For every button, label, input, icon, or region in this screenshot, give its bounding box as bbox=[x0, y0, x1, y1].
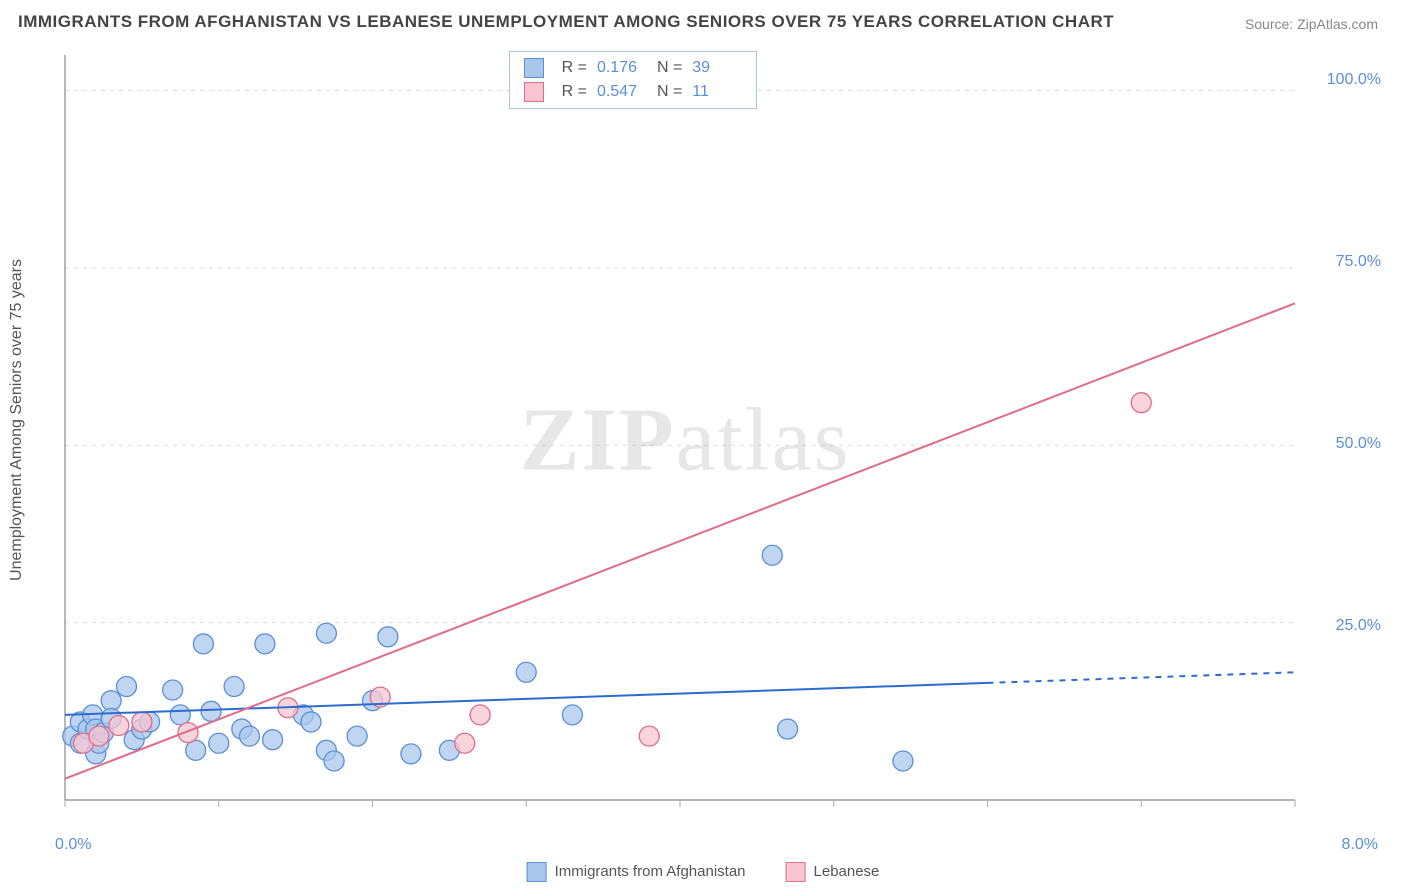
source-label: Source: ZipAtlas.com bbox=[1245, 16, 1378, 32]
y-axis-label: Unemployment Among Seniors over 75 years bbox=[8, 259, 26, 581]
correlation-legend: R =0.176N =39 R =0.547N =11 bbox=[509, 51, 758, 109]
x-tick-max: 8.0% bbox=[1342, 836, 1378, 854]
legend-item: Immigrants from Afghanistan bbox=[527, 862, 746, 882]
y-tick-50: 50.0% bbox=[1336, 435, 1381, 453]
chart-title: IMMIGRANTS FROM AFGHANISTAN VS LEBANESE … bbox=[18, 12, 1114, 32]
chart-area: ZIPatlas R =0.176N =39R =0.547N =11 bbox=[55, 45, 1315, 835]
y-tick-75: 75.0% bbox=[1336, 253, 1381, 271]
legend-row: R =0.176N =39 bbox=[524, 58, 743, 78]
y-tick-25: 25.0% bbox=[1336, 617, 1381, 635]
legend-item: Lebanese bbox=[786, 862, 880, 882]
y-tick-100: 100.0% bbox=[1327, 71, 1381, 89]
series-legend: Immigrants from Afghanistan Lebanese bbox=[527, 862, 880, 882]
scatter-plot bbox=[55, 45, 1315, 835]
x-tick-min: 0.0% bbox=[55, 836, 91, 854]
legend-row: R =0.547N =11 bbox=[524, 82, 743, 102]
